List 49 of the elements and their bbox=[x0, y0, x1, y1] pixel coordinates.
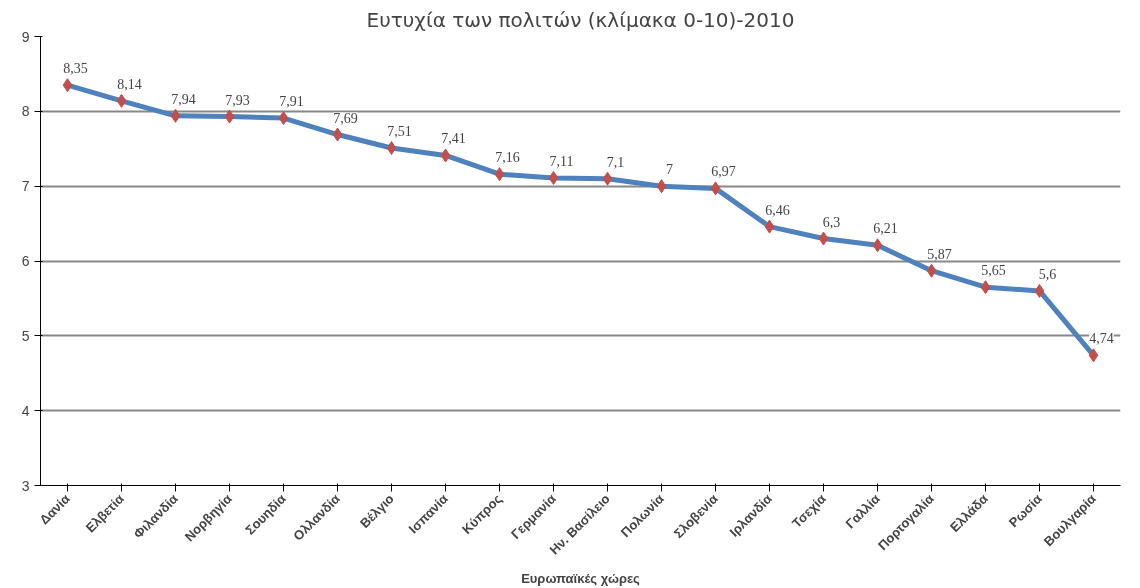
data-label: 7,41 bbox=[441, 131, 466, 147]
point bbox=[278, 111, 289, 126]
point bbox=[818, 231, 829, 246]
y-tick-label: 9 bbox=[21, 28, 30, 45]
data-label: 6,21 bbox=[873, 221, 898, 237]
point bbox=[440, 148, 451, 163]
data-label: 4,74 bbox=[1089, 331, 1114, 347]
point bbox=[656, 179, 667, 194]
point bbox=[602, 171, 613, 186]
data-label: 8,14 bbox=[117, 76, 142, 92]
chart-title: Ευτυχία των πολιτών (κλίμακα 0-10)-2010 bbox=[366, 7, 795, 32]
data-label: 7,94 bbox=[171, 91, 196, 107]
data-label: 5,6 bbox=[1038, 266, 1057, 282]
point bbox=[1034, 283, 1045, 298]
point bbox=[386, 141, 397, 155]
point bbox=[1088, 348, 1099, 363]
x-axis-title: Ευρωπαϊκές χώρες bbox=[521, 570, 641, 586]
point bbox=[170, 108, 181, 123]
data-label: 7,91 bbox=[279, 94, 304, 110]
point bbox=[710, 181, 721, 196]
y-tick-label: 4 bbox=[21, 402, 30, 419]
data-label: 7,16 bbox=[495, 150, 520, 166]
y-tick-label: 6 bbox=[21, 253, 30, 269]
data-label: 8,35 bbox=[63, 61, 88, 77]
point bbox=[548, 170, 559, 185]
y-tick-label: 8 bbox=[21, 103, 30, 120]
data-label: 5,65 bbox=[981, 263, 1006, 279]
data-label: 6,3 bbox=[822, 214, 841, 230]
point bbox=[224, 109, 235, 124]
data-label: 6,46 bbox=[765, 202, 790, 218]
y-tick-label: 3 bbox=[21, 477, 30, 494]
point bbox=[494, 167, 505, 182]
point bbox=[926, 263, 937, 278]
y-tick-label: 7 bbox=[21, 178, 30, 195]
point bbox=[62, 78, 73, 93]
data-label: 7,11 bbox=[549, 153, 574, 169]
data-label: 7,51 bbox=[387, 124, 412, 139]
point bbox=[872, 238, 883, 253]
point bbox=[116, 93, 127, 108]
point bbox=[980, 280, 991, 295]
data-label: 7,93 bbox=[225, 92, 250, 108]
point bbox=[332, 127, 343, 142]
point bbox=[764, 219, 775, 234]
data-label: 6,97 bbox=[711, 164, 736, 180]
data-label: 7 bbox=[666, 162, 673, 178]
data-label: 7,1 bbox=[606, 154, 625, 170]
y-tick-label: 5 bbox=[21, 327, 30, 344]
data-label: 5,87 bbox=[927, 246, 952, 262]
data-label: 7,69 bbox=[333, 110, 358, 126]
